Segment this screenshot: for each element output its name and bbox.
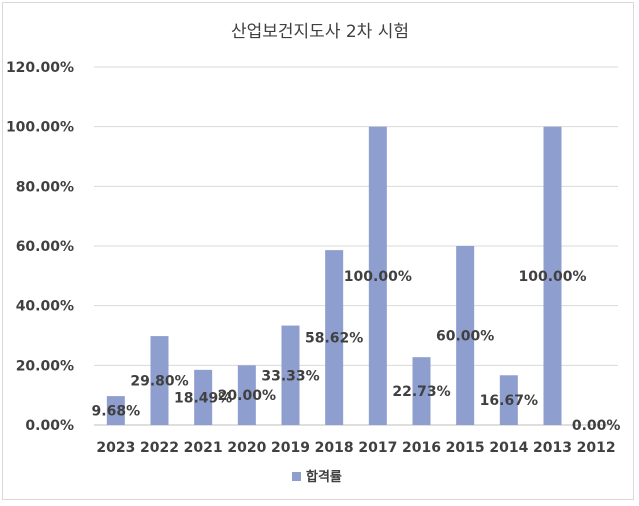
bar bbox=[150, 336, 169, 425]
legend-label: 합격률 bbox=[306, 469, 342, 485]
x-tick-label: 2015 bbox=[446, 440, 485, 456]
bar bbox=[194, 369, 213, 425]
data-label: 58.62% bbox=[305, 331, 363, 347]
y-tick-label: 20.00% bbox=[16, 358, 74, 374]
data-label: 0.00% bbox=[572, 418, 621, 434]
bar-series bbox=[106, 126, 562, 426]
y-tick-label: 40.00% bbox=[16, 299, 74, 315]
chart-title: 산업보건지도사 2차 시험 bbox=[231, 22, 409, 42]
data-labels: 9.68% 29.80%18.49%20.00% 33.33% 58.62% 100.0… bbox=[92, 269, 621, 434]
x-tick-label: 2023 bbox=[96, 440, 135, 456]
x-tick-label: 2018 bbox=[315, 440, 354, 456]
data-label: 20.00% bbox=[218, 388, 276, 404]
data-label: 29.80% bbox=[130, 374, 188, 390]
grid-lines bbox=[94, 66, 618, 426]
data-label: 22.73% bbox=[392, 384, 450, 400]
data-label: 60.00% bbox=[436, 329, 494, 345]
y-tick-label: 100.00% bbox=[6, 120, 74, 136]
x-tick-label: 2020 bbox=[227, 440, 266, 456]
bar bbox=[325, 250, 344, 425]
x-axis: 2023 2022 2021 2020 2019 2018 2017 2016 2015 2014… bbox=[96, 440, 615, 456]
legend-swatch bbox=[292, 472, 301, 481]
bar bbox=[543, 126, 562, 426]
data-label: 18.49% bbox=[174, 390, 232, 406]
y-tick-label: 0.00% bbox=[25, 418, 74, 434]
x-tick-label: 2012 bbox=[577, 440, 616, 456]
data-label: 100.00% bbox=[344, 269, 412, 285]
bar bbox=[456, 246, 475, 425]
x-tick-label: 2019 bbox=[271, 440, 310, 456]
x-tick-label: 2021 bbox=[184, 440, 223, 456]
x-tick-label: 2016 bbox=[402, 440, 441, 456]
x-tick-label: 2014 bbox=[489, 440, 528, 456]
legend: 합격률 bbox=[292, 469, 342, 485]
data-label: 100.00% bbox=[518, 269, 586, 285]
x-tick-label: 2013 bbox=[533, 440, 572, 456]
data-label: 16.67% bbox=[480, 393, 538, 409]
y-tick-label: 80.00% bbox=[16, 179, 74, 195]
bar bbox=[499, 375, 518, 425]
bar bbox=[412, 357, 431, 425]
x-tick-label: 2017 bbox=[358, 440, 397, 456]
data-label: 9.68% bbox=[92, 404, 141, 420]
bar bbox=[237, 365, 256, 425]
y-axis: 0.00% 20.00% 40.00% 60.00% 80.00% 100.00% 120.… bbox=[6, 60, 74, 434]
y-tick-label: 60.00% bbox=[16, 239, 74, 255]
x-tick-label: 2022 bbox=[140, 440, 179, 456]
data-label: 33.33% bbox=[261, 368, 319, 384]
y-tick-label: 120.00% bbox=[6, 60, 74, 76]
bar bbox=[281, 325, 300, 425]
bar bbox=[106, 396, 125, 425]
bar bbox=[368, 126, 387, 426]
